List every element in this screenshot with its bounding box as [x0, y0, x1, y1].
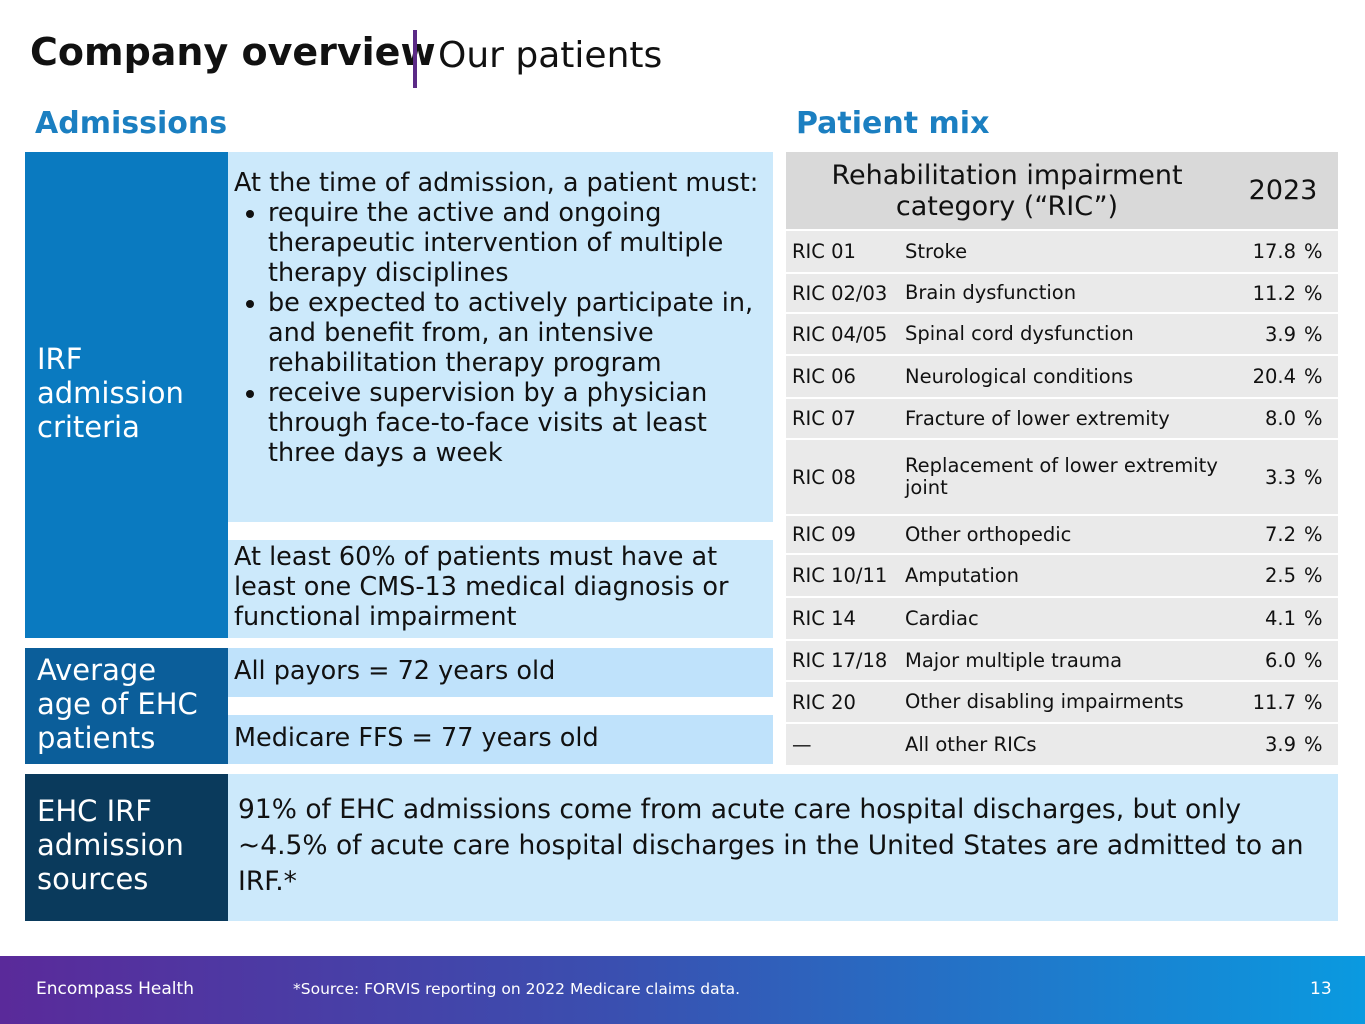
ric-category: Stroke — [899, 229, 1228, 273]
ric-category: Brain dysfunction — [899, 272, 1228, 313]
criteria-box: At the time of admission, a patient must… — [228, 152, 773, 522]
footer-company: Encompass Health — [36, 979, 194, 999]
column-header: 2023 — [1228, 152, 1338, 230]
ric-unit: % — [1298, 553, 1338, 597]
subtitle: Our patients — [438, 35, 663, 76]
ric-share: 11.2 — [1228, 272, 1298, 313]
age-label: Average age of EHC patients — [25, 648, 228, 764]
table-row: RIC 04/05 Spinal cord dysfunction 3.9% — [786, 312, 1338, 355]
ric-category: Other orthopedic — [899, 514, 1228, 554]
ric-share: 8.0 — [1228, 397, 1298, 439]
ric-share: 4.1 — [1228, 596, 1298, 640]
table-row: RIC 06 Neurological conditions 20.4% — [786, 354, 1338, 398]
ric-unit: % — [1298, 514, 1338, 554]
ric-unit: % — [1298, 722, 1338, 765]
ric-category: Other disabling impairments — [899, 680, 1228, 723]
table-row: RIC 17/18 Major multiple trauma 6.0% — [786, 639, 1338, 681]
footer-source: *Source: FORVIS reporting on 2022 Medica… — [293, 980, 741, 998]
ric-share: 3.9 — [1228, 722, 1298, 765]
ric-unit: % — [1298, 680, 1338, 723]
table-row: RIC 01 Stroke 17.8% — [786, 229, 1338, 273]
ric-unit: % — [1298, 639, 1338, 681]
ric-code: — — [786, 722, 899, 765]
ric-code: RIC 01 — [786, 229, 899, 273]
column-header: Rehabilitation impairment category (“RIC… — [786, 152, 1228, 230]
ric-share: 3.3 — [1228, 438, 1298, 515]
criteria-bullet: receive supervision by a physician throu… — [268, 378, 767, 468]
sources-label: EHC IRF admission sources — [25, 774, 228, 921]
ric-unit: % — [1298, 354, 1338, 398]
ric-share: 2.5 — [1228, 553, 1298, 597]
ric-table: Rehabilitation impairment category (“RIC… — [786, 152, 1338, 765]
ric-code: RIC 20 — [786, 680, 899, 723]
table-row: RIC 20 Other disabling impairments 11.7% — [786, 680, 1338, 723]
criteria-note: At least 60% of patients must have at le… — [228, 540, 773, 638]
table-row: RIC 07 Fracture of lower extremity 8.0% — [786, 397, 1338, 439]
criteria-bullet: require the active and ongoing therapeut… — [268, 198, 767, 288]
separator — [413, 30, 417, 88]
criteria-bullet: be expected to actively participate in, … — [268, 288, 767, 378]
ric-share: 6.0 — [1228, 639, 1298, 681]
ric-share: 11.7 — [1228, 680, 1298, 723]
ric-unit: % — [1298, 397, 1338, 439]
table-row: RIC 14 Cardiac 4.1% — [786, 596, 1338, 640]
ric-share: 7.2 — [1228, 514, 1298, 554]
ric-category: All other RICs — [899, 722, 1228, 765]
title: Company overview — [30, 30, 436, 74]
ric-unit: % — [1298, 596, 1338, 640]
ric-code: RIC 02/03 — [786, 272, 899, 313]
section-heading: Admissions — [35, 106, 228, 141]
age-item: Medicare FFS = 77 years old — [228, 715, 773, 764]
sources-text: 91% of EHC admissions come from acute ca… — [228, 774, 1338, 921]
table-row: RIC 02/03 Brain dysfunction 11.2% — [786, 272, 1338, 313]
criteria-intro: At the time of admission, a patient must… — [234, 168, 759, 198]
ric-category: Neurological conditions — [899, 354, 1228, 398]
ric-code: RIC 07 — [786, 397, 899, 439]
ric-category: Cardiac — [899, 596, 1228, 640]
table-row: — All other RICs 3.9% — [786, 722, 1338, 765]
ric-code: RIC 17/18 — [786, 639, 899, 681]
table-row: RIC 09 Other orthopedic 7.2% — [786, 514, 1338, 554]
ric-code: RIC 14 — [786, 596, 899, 640]
ric-category: Major multiple trauma — [899, 639, 1228, 681]
ric-category: Fracture of lower extremity — [899, 397, 1228, 439]
section-heading: Patient mix — [796, 106, 990, 141]
ric-share: 17.8 — [1228, 229, 1298, 273]
table-row: RIC 10/11 Amputation 2.5% — [786, 553, 1338, 597]
ric-share: 3.9 — [1228, 312, 1298, 355]
ric-code: RIC 09 — [786, 514, 899, 554]
ric-code: RIC 06 — [786, 354, 899, 398]
criteria-label: IRF admission criteria — [25, 152, 228, 638]
footer-bar — [0, 956, 1365, 1024]
ric-unit: % — [1298, 312, 1338, 355]
ric-category: Replacement of lower extremity joint — [899, 438, 1228, 515]
ric-category: Amputation — [899, 553, 1228, 597]
ric-share: 20.4 — [1228, 354, 1298, 398]
ric-code: RIC 08 — [786, 438, 899, 515]
table-row: RIC 08 Replacement of lower extremity joi… — [786, 438, 1338, 515]
ric-category: Spinal cord dysfunction — [899, 312, 1228, 355]
ric-unit: % — [1298, 229, 1338, 273]
age-item: All payors = 72 years old — [228, 648, 773, 697]
page-number: 13 — [1310, 979, 1332, 999]
ric-code: RIC 04/05 — [786, 312, 899, 355]
ric-unit: % — [1298, 272, 1338, 313]
ric-unit: % — [1298, 438, 1338, 515]
criteria-list: require the active and ongoing therapeut… — [234, 198, 767, 468]
ric-code: RIC 10/11 — [786, 553, 899, 597]
